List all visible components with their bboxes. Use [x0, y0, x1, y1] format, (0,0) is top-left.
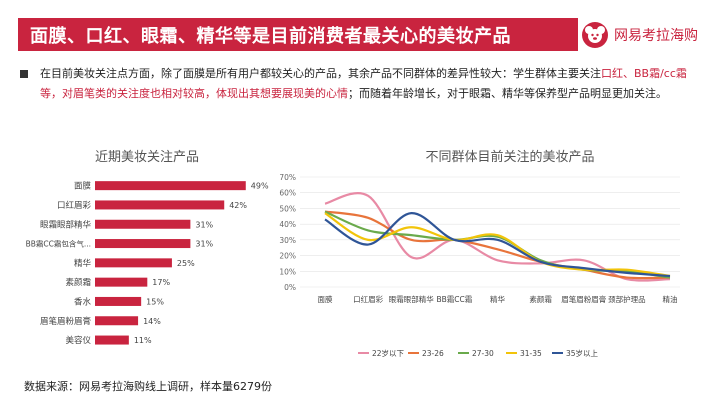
brand-logo: 网易考拉海购: [582, 18, 698, 51]
x-tick-label: BB霜CC霜: [436, 295, 472, 304]
bar-category-label: BB霜CC霜包含气...: [26, 239, 91, 249]
bar-value-label: 42%: [229, 201, 247, 210]
bar-value-label: 15%: [146, 297, 164, 306]
x-tick-label: 眼霜眼部精华: [389, 294, 434, 304]
bar-value-label: 11%: [134, 336, 152, 345]
bar-category-label: 口红眉彩: [57, 200, 92, 211]
data-source: 数据来源：网易考拉海购线上调研，样本量6279份: [24, 380, 272, 393]
left-chart-title: 近期美妆关注产品: [95, 150, 200, 165]
y-tick-label: 30%: [279, 236, 296, 245]
bar-category-label: 眉笔眉粉眉膏: [40, 316, 91, 327]
bar-value-label: 31%: [195, 220, 213, 229]
bar-value-label: 31%: [195, 240, 213, 249]
y-tick-label: 70%: [279, 173, 296, 182]
bar-3: [95, 219, 191, 229]
header: 面膜、口红、眼霜、精华等是目前消费者最关心的美妆产品 网易考拉海购: [0, 0, 720, 56]
summary-highlight: 口红、BB霜/cc霜等，对眉笔类的关注度也相对较高，体现出其想要展现美的心情: [40, 67, 687, 100]
y-tick-label: 40%: [279, 220, 296, 229]
right-chart-title: 不同群体目前关注的美妆产品: [425, 150, 595, 165]
summary-text-2: ；而随着年龄增长，对于眼霜、精华等保养型产品明显更加关注。: [348, 87, 667, 100]
legend-label: 23-26: [422, 349, 444, 358]
title-bar: [18, 18, 578, 51]
y-tick-label: 20%: [279, 252, 296, 261]
bar-category-label: 面膜: [74, 181, 92, 192]
legend-label: 35岁以上: [566, 348, 599, 358]
summary-paragraph: 在目前美妆关注点方面，除了面膜是所有用户都较关心的产品，其余产品不同群体的差异性…: [40, 64, 700, 104]
y-tick-label: 10%: [279, 267, 296, 276]
series-line-5: [324, 212, 671, 278]
legend-label: 22岁以下: [372, 348, 405, 358]
bar-7: [95, 296, 142, 306]
series-line-4: [324, 212, 671, 278]
series-line-3: [324, 210, 671, 279]
bar-6: [95, 277, 148, 287]
series-line-1: [324, 192, 671, 282]
bar-category-label: 眼霜眼部精华: [40, 219, 92, 230]
bar-2: [95, 200, 225, 210]
bullet-square-icon: [20, 70, 28, 78]
summary-text-1: 在目前美妆关注点方面，除了面膜是所有用户都较关心的产品，其余产品不同群体的差异性…: [40, 67, 601, 80]
bar-category-label: 精华: [74, 258, 92, 269]
bar-4: [95, 239, 191, 249]
bar-1: [95, 181, 246, 191]
legend-label: 27-30: [472, 349, 494, 358]
series-line-2: [324, 210, 671, 280]
legend-label: 31-35: [520, 349, 542, 358]
bar-value-label: 49%: [251, 182, 269, 191]
bar-value-label: 25%: [177, 259, 195, 268]
x-tick-label: 精华: [490, 294, 505, 304]
bar-8: [95, 316, 139, 326]
x-tick-label: 面膜: [318, 294, 333, 304]
bar-value-label: 14%: [143, 317, 161, 326]
x-tick-label: 颈部护理品: [608, 294, 646, 304]
x-tick-label: 口红眉彩: [353, 294, 383, 304]
brand-name: 网易考拉海购: [614, 27, 698, 44]
bar-value-label: 17%: [152, 278, 170, 287]
y-tick-label: 60%: [279, 189, 296, 198]
y-tick-label: 0%: [284, 283, 296, 292]
bar-category-label: 香水: [74, 296, 92, 307]
x-tick-label: 眉笔眉粉眉膏: [561, 294, 606, 304]
x-tick-label: 素颜霜: [529, 294, 552, 304]
bar-category-label: 美容仪: [65, 335, 91, 346]
x-tick-label: 精油: [663, 294, 678, 304]
bar-9: [95, 335, 129, 345]
koala-logo-icon: [582, 21, 608, 48]
bar-5: [95, 258, 172, 268]
y-tick-label: 50%: [279, 204, 296, 213]
bar-category-label: 素颜霜: [65, 277, 91, 288]
page-title: 面膜、口红、眼霜、精华等是目前消费者最关心的美妆产品: [30, 26, 511, 47]
